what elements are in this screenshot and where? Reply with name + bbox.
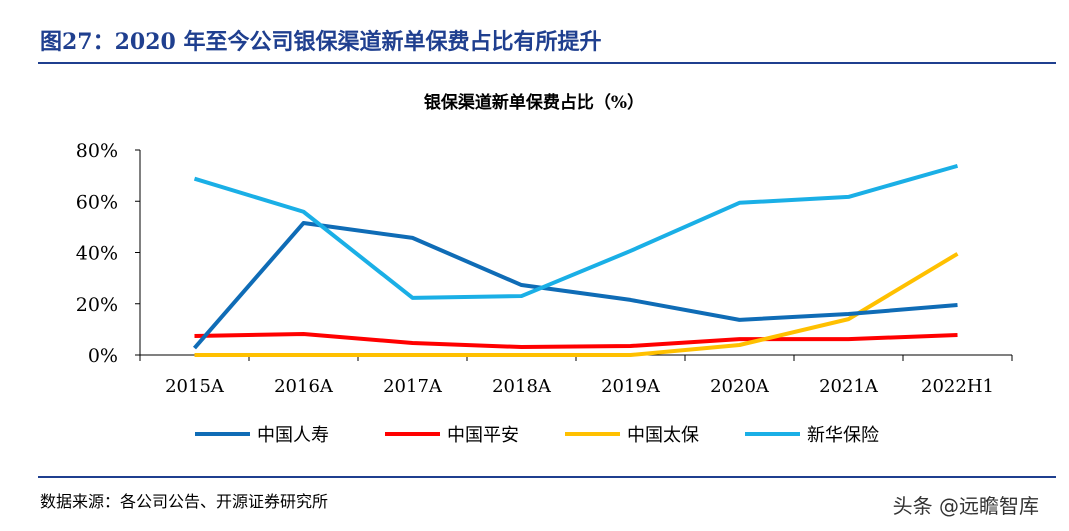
legend-label: 中国平安 — [447, 425, 519, 446]
x-tick-label: 2018A — [492, 376, 552, 397]
series-line-2 — [194, 252, 959, 357]
divider — [38, 476, 1056, 478]
x-tick-label: 2017A — [383, 376, 443, 397]
x-tick-label: 2022H1 — [921, 376, 994, 397]
y-tick-label: 20% — [76, 294, 118, 316]
x-tick-label: 2020A — [710, 376, 770, 397]
x-tick-label: 2019A — [601, 376, 661, 397]
y-tick-label: 60% — [76, 191, 118, 213]
source-note: 数据来源：各公司公告、开源证券研究所 — [40, 492, 329, 511]
legend-label: 新华保险 — [807, 425, 879, 446]
legend-label: 中国人寿 — [257, 425, 329, 446]
series-line-0 — [192, 221, 958, 350]
y-tick-label: 0% — [88, 345, 118, 367]
divider — [38, 62, 1056, 64]
figure-title: 图27：2020 年至今公司银保渠道新单保费占比有所提升 — [40, 29, 602, 55]
y-tick-label: 80% — [76, 140, 118, 162]
watermark: 头条 @远瞻智库 — [892, 494, 1039, 518]
x-tick-label: 2021A — [819, 376, 879, 397]
y-tick-label: 40% — [76, 243, 118, 265]
x-tick-label: 2015A — [165, 376, 225, 397]
series-line-1 — [194, 331, 958, 350]
x-tick-label: 2016A — [274, 376, 334, 397]
chart-title: 银保渠道新单保费占比（%） — [424, 92, 644, 113]
legend-label: 中国太保 — [627, 425, 699, 446]
series-line-3 — [193, 163, 959, 300]
